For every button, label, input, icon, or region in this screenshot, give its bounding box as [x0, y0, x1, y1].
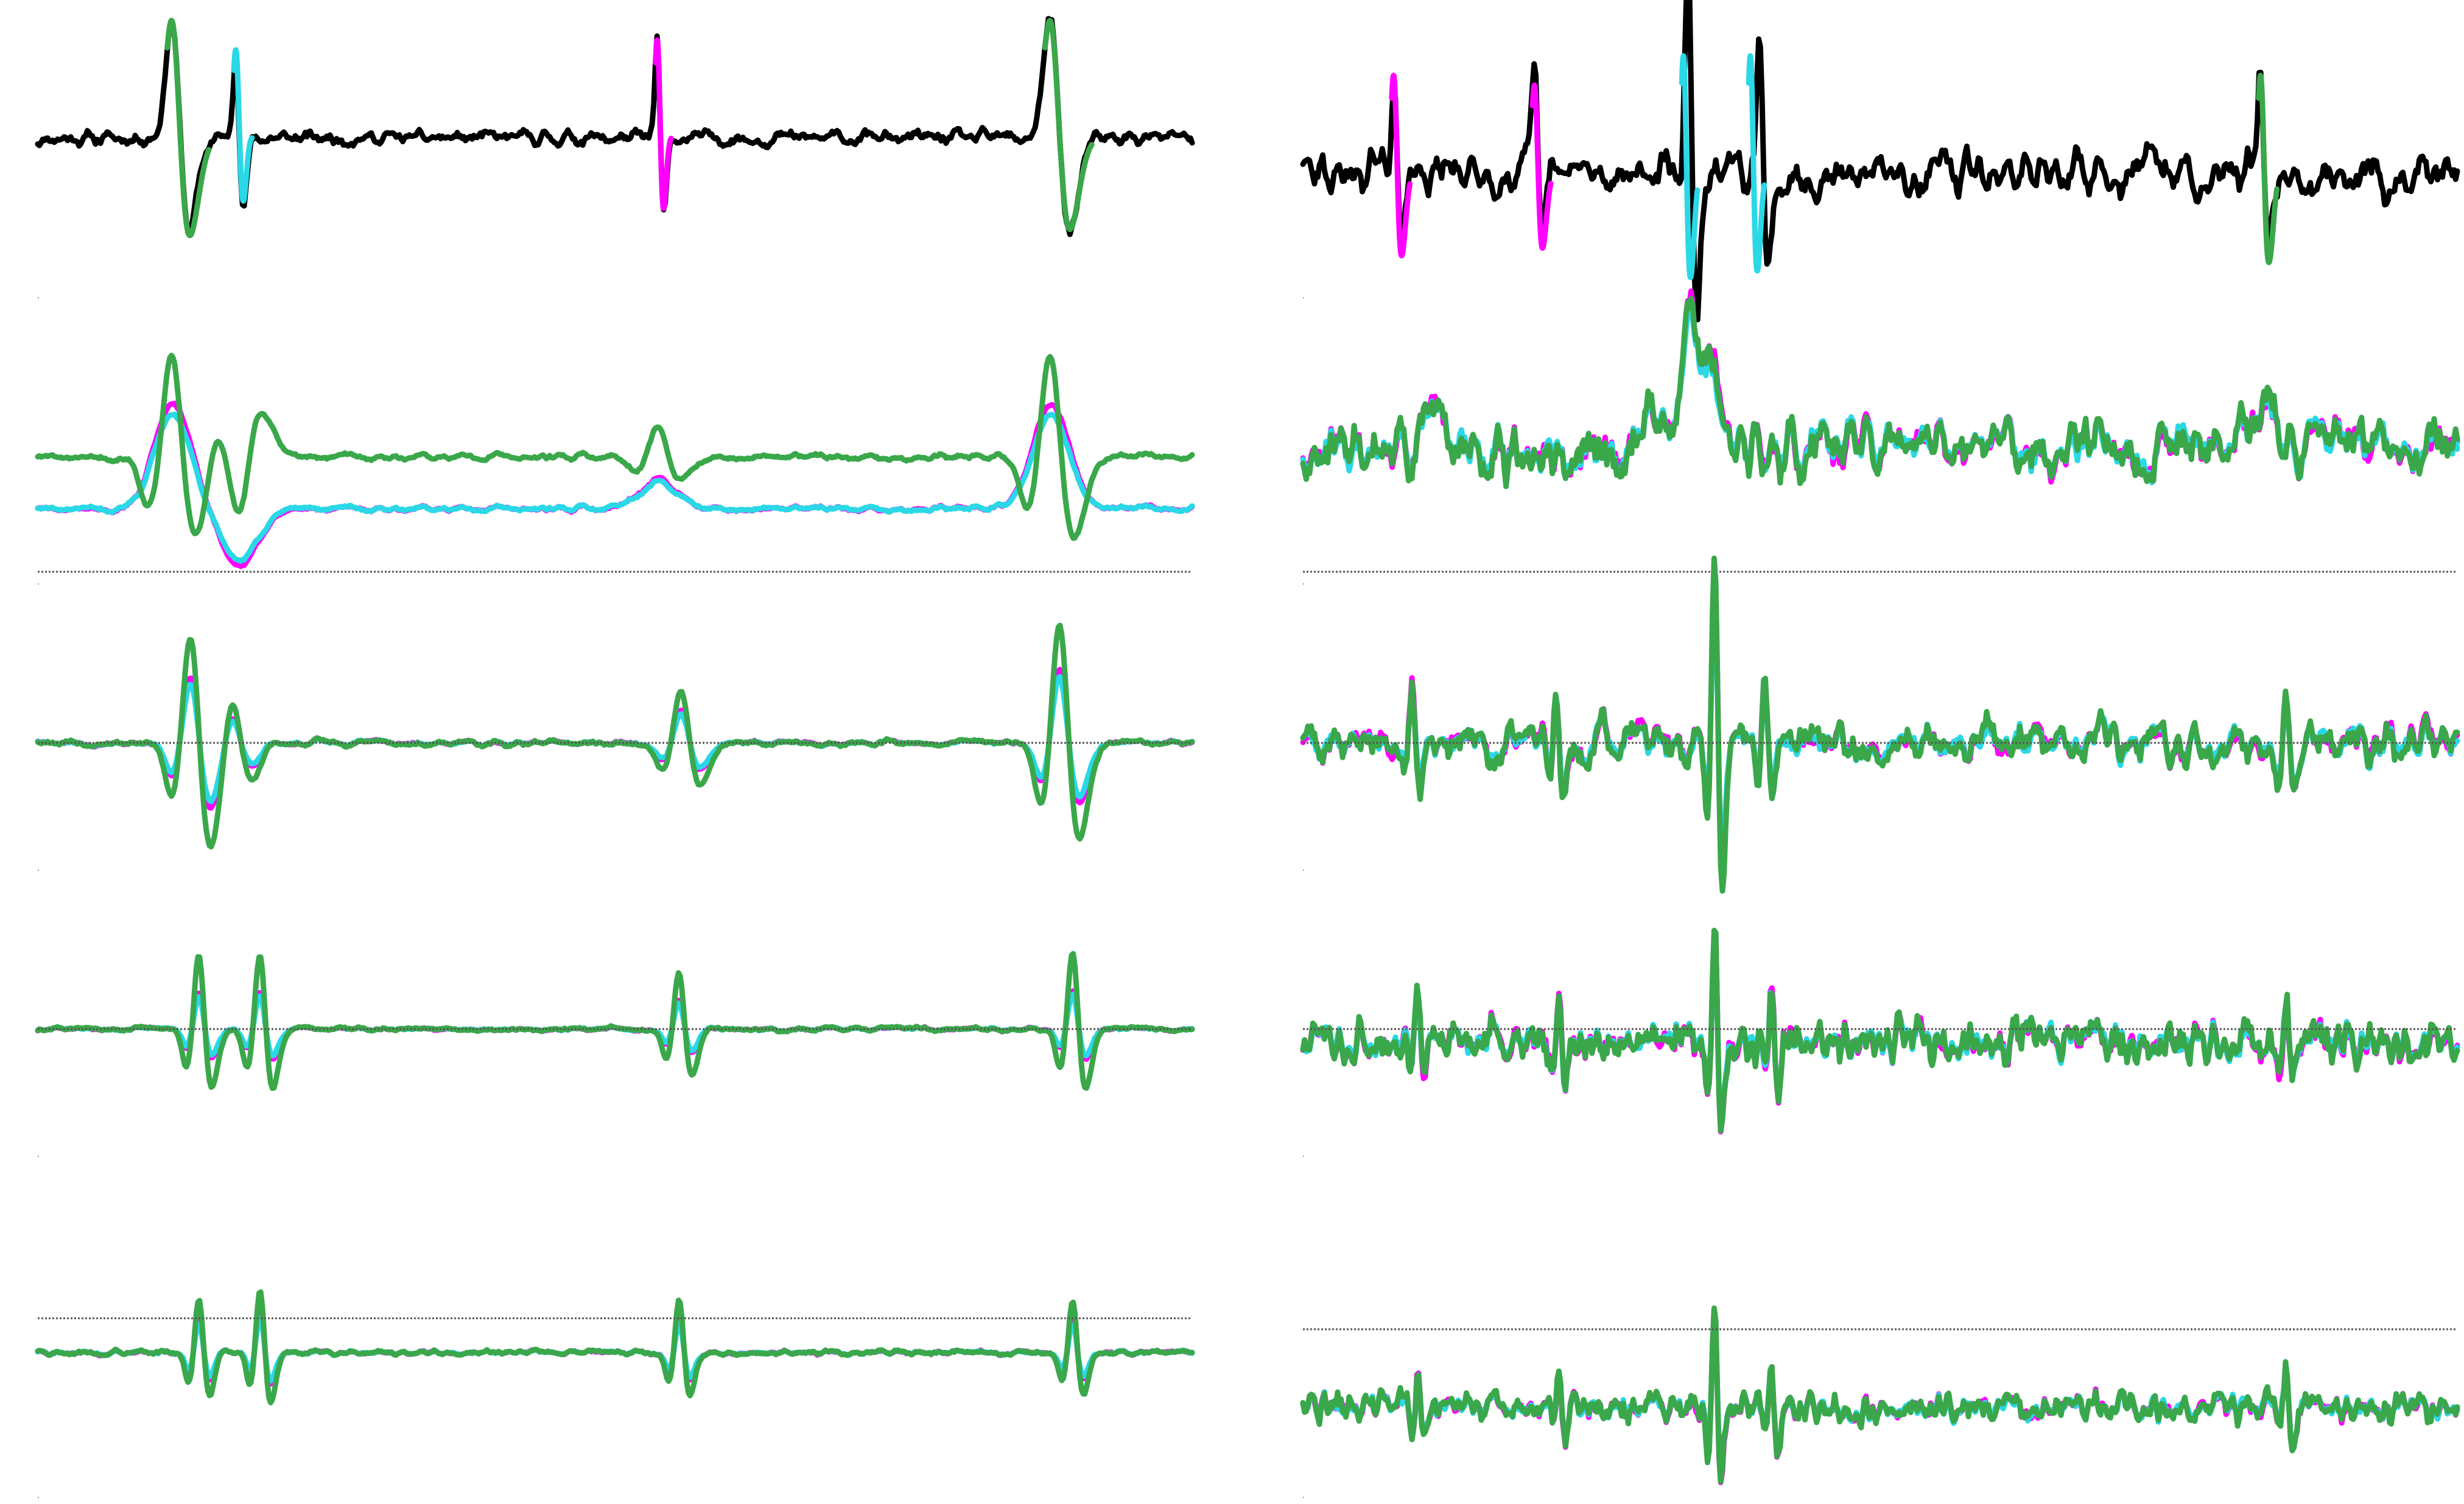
right-3-green-line — [1300, 555, 2460, 894]
left-4-axis-mark — [38, 1156, 39, 1157]
left-2-axis-mark — [38, 583, 39, 585]
left-4-green-line — [35, 951, 1195, 1091]
right-1-snippet-green-4 — [2256, 72, 2280, 265]
left-2-cyan-line — [35, 412, 1195, 564]
left-3-axis-mark — [38, 870, 39, 871]
right-1-snippet-cyan-2 — [1679, 53, 1701, 281]
right-1-snippet-cyan-3 — [1746, 53, 1767, 274]
right-3-axis-mark — [1303, 870, 1304, 871]
right-2-green-line — [1300, 296, 2460, 490]
left-2-green-line — [35, 353, 1195, 541]
left-1-snippet-green-0 — [164, 18, 212, 239]
left-1-axis-mark — [38, 297, 39, 298]
right-4-green-line — [1300, 927, 2460, 1134]
left-1-snippet-magenta-2 — [653, 37, 674, 211]
right-1-snippet-magenta-0 — [1389, 72, 1413, 259]
left-5-green-line — [35, 1289, 1195, 1405]
left-3-magenta-line — [35, 667, 1195, 811]
left-5-axis-mark — [38, 1497, 39, 1498]
right-1-raw-line — [1300, 0, 2460, 323]
right-5-green-line — [1300, 1305, 2460, 1485]
left-3-green-line — [35, 622, 1195, 850]
right-1-snippet-magenta-1 — [1529, 82, 1554, 251]
right-2-axis-mark — [1303, 583, 1304, 585]
right-5-axis-mark — [1303, 1497, 1304, 1498]
left-1-snippet-green-3 — [1042, 18, 1095, 233]
right-1-axis-mark — [1303, 297, 1304, 298]
right-4-axis-mark — [1303, 1156, 1304, 1157]
left-1-snippet-cyan-1 — [231, 47, 255, 204]
left-1-raw-line — [35, 16, 1195, 237]
